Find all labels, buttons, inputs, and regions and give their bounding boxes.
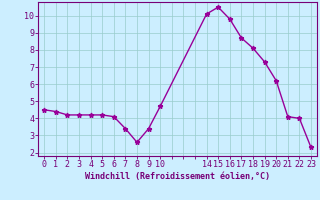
X-axis label: Windchill (Refroidissement éolien,°C): Windchill (Refroidissement éolien,°C) xyxy=(85,172,270,181)
